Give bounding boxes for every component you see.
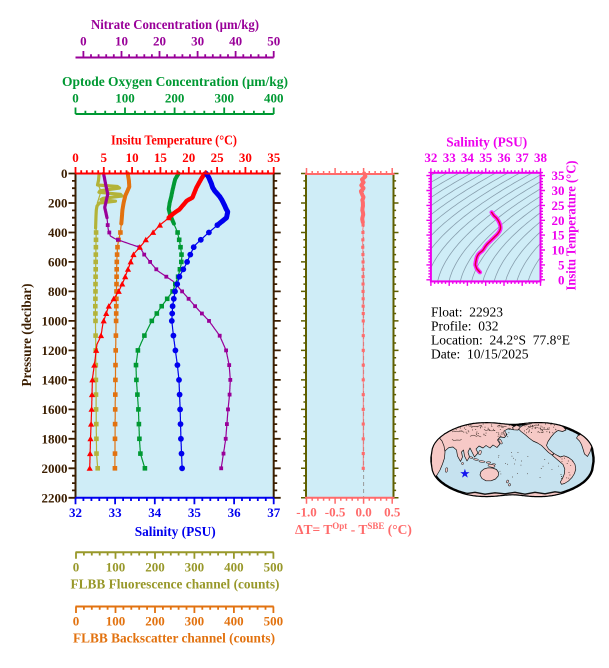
svg-text:300: 300 [185, 614, 205, 629]
svg-text:1200: 1200 [42, 343, 68, 358]
svg-text:33: 33 [443, 150, 457, 165]
svg-text:1600: 1600 [42, 402, 68, 417]
svg-text:20: 20 [182, 150, 195, 165]
svg-text:1000: 1000 [42, 313, 68, 328]
svg-text:34: 34 [148, 505, 162, 520]
svg-text:ΔT= TOpt - TSBE (°C): ΔT= TOpt - TSBE (°C) [295, 521, 412, 537]
svg-text:Location: 24.2°S 77.8°E: Location: 24.2°S 77.8°E [431, 333, 570, 348]
svg-text:500: 500 [264, 614, 284, 629]
svg-text:600: 600 [48, 254, 68, 269]
svg-text:15: 15 [552, 228, 566, 243]
svg-text:10: 10 [115, 34, 128, 49]
svg-text:FLBB Backscatter channel (coun: FLBB Backscatter channel (counts) [73, 631, 275, 646]
svg-text:32: 32 [69, 505, 82, 520]
svg-text:0: 0 [80, 34, 87, 49]
svg-text:35: 35 [552, 168, 566, 183]
svg-text:Nitrate Concentration (µm/kg): Nitrate Concentration (µm/kg) [91, 17, 259, 32]
svg-text:400: 400 [264, 91, 284, 106]
svg-text:0: 0 [61, 166, 68, 181]
svg-text:200: 200 [145, 560, 165, 575]
svg-text:35: 35 [267, 150, 281, 165]
svg-text:1800: 1800 [42, 431, 68, 446]
svg-text:2000: 2000 [42, 461, 68, 476]
svg-text:-0.5: -0.5 [325, 505, 346, 520]
svg-text:Insitu Temperature (°C): Insitu Temperature (°C) [111, 133, 237, 148]
svg-text:0.0: 0.0 [355, 505, 371, 520]
svg-text:100: 100 [106, 560, 126, 575]
svg-text:Insitu Temperature (°C): Insitu Temperature (°C) [564, 161, 579, 291]
svg-text:50: 50 [267, 34, 280, 49]
svg-text:35: 35 [479, 150, 493, 165]
svg-text:40: 40 [229, 34, 242, 49]
svg-text:33: 33 [109, 505, 123, 520]
svg-text:Salinity (PSU): Salinity (PSU) [135, 524, 216, 539]
svg-text:20: 20 [552, 213, 565, 228]
svg-text:5: 5 [558, 257, 565, 272]
svg-text:Date: 10/15/2025: Date: 10/15/2025 [431, 347, 529, 362]
svg-text:-1.0: -1.0 [296, 505, 317, 520]
svg-text:0: 0 [72, 150, 79, 165]
svg-text:2200: 2200 [42, 490, 68, 505]
svg-text:400: 400 [224, 614, 244, 629]
svg-text:38: 38 [534, 150, 548, 165]
svg-text:20: 20 [153, 34, 166, 49]
svg-text:25: 25 [211, 150, 225, 165]
svg-text:0: 0 [558, 272, 565, 287]
svg-text:FLBB Fluorescence channel (cou: FLBB Fluorescence channel (counts) [71, 577, 280, 592]
svg-text:30: 30 [191, 34, 204, 49]
svg-text:0.5: 0.5 [384, 505, 401, 520]
svg-text:36: 36 [498, 150, 512, 165]
svg-text:32: 32 [424, 150, 437, 165]
svg-text:Pressure (decibar): Pressure (decibar) [19, 284, 34, 387]
svg-text:15: 15 [154, 150, 168, 165]
svg-text:200: 200 [145, 614, 165, 629]
svg-text:100: 100 [115, 91, 135, 106]
svg-text:36: 36 [228, 505, 242, 520]
svg-text:300: 300 [185, 560, 205, 575]
svg-text:Profile: 032: Profile: 032 [431, 319, 499, 334]
svg-text:200: 200 [165, 91, 185, 106]
svg-text:10: 10 [126, 150, 139, 165]
svg-text:Salinity (PSU): Salinity (PSU) [446, 135, 527, 150]
svg-text:0: 0 [73, 614, 80, 629]
svg-text:Optode Oxygen Concentration (µ: Optode Oxygen Concentration (µm/kg) [62, 74, 288, 89]
svg-text:Float: 22923: Float: 22923 [431, 305, 503, 320]
svg-text:30: 30 [239, 150, 252, 165]
svg-text:1400: 1400 [42, 372, 68, 387]
svg-text:5: 5 [101, 150, 108, 165]
svg-text:25: 25 [552, 198, 566, 213]
svg-text:10: 10 [552, 243, 565, 258]
svg-text:34: 34 [461, 150, 475, 165]
svg-text:30: 30 [552, 183, 565, 198]
svg-text:400: 400 [224, 560, 244, 575]
svg-text:400: 400 [48, 225, 68, 240]
svg-text:800: 800 [48, 284, 68, 299]
svg-text:37: 37 [516, 150, 530, 165]
svg-text:0: 0 [72, 91, 79, 106]
svg-text:35: 35 [188, 505, 202, 520]
svg-text:37: 37 [267, 505, 281, 520]
svg-text:200: 200 [48, 196, 68, 211]
svg-text:300: 300 [214, 91, 234, 106]
svg-text:0: 0 [73, 560, 80, 575]
svg-text:100: 100 [106, 614, 126, 629]
svg-text:500: 500 [264, 560, 284, 575]
